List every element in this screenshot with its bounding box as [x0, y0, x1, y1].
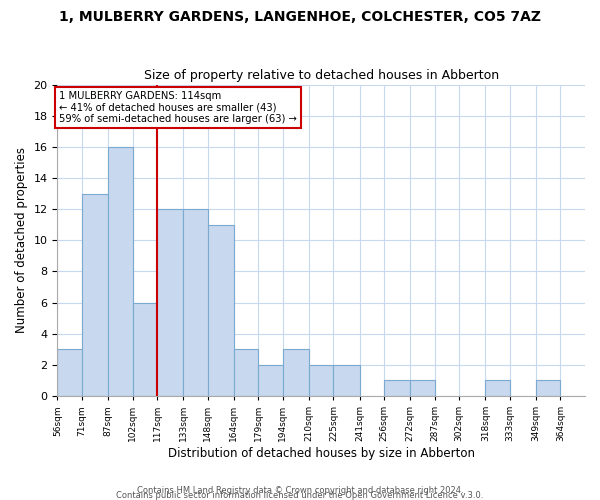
- Text: 1, MULBERRY GARDENS, LANGENHOE, COLCHESTER, CO5 7AZ: 1, MULBERRY GARDENS, LANGENHOE, COLCHEST…: [59, 10, 541, 24]
- Bar: [536, 380, 560, 396]
- X-axis label: Distribution of detached houses by size in Abberton: Distribution of detached houses by size …: [168, 447, 475, 460]
- Bar: [183, 209, 208, 396]
- Bar: [157, 209, 183, 396]
- Bar: [410, 380, 435, 396]
- Bar: [208, 224, 234, 396]
- Bar: [485, 380, 510, 396]
- Bar: [259, 365, 283, 396]
- Bar: [234, 350, 259, 396]
- Title: Size of property relative to detached houses in Abberton: Size of property relative to detached ho…: [143, 69, 499, 82]
- Bar: [82, 194, 108, 396]
- Bar: [283, 350, 309, 396]
- Text: Contains HM Land Registry data © Crown copyright and database right 2024.: Contains HM Land Registry data © Crown c…: [137, 486, 463, 495]
- Text: 1 MULBERRY GARDENS: 114sqm
← 41% of detached houses are smaller (43)
59% of semi: 1 MULBERRY GARDENS: 114sqm ← 41% of deta…: [59, 91, 297, 124]
- Bar: [309, 365, 334, 396]
- Bar: [58, 350, 82, 396]
- Bar: [334, 365, 359, 396]
- Text: Contains public sector information licensed under the Open Government Licence v.: Contains public sector information licen…: [116, 491, 484, 500]
- Y-axis label: Number of detached properties: Number of detached properties: [15, 148, 28, 334]
- Bar: [133, 302, 157, 396]
- Bar: [384, 380, 410, 396]
- Bar: [108, 147, 133, 396]
